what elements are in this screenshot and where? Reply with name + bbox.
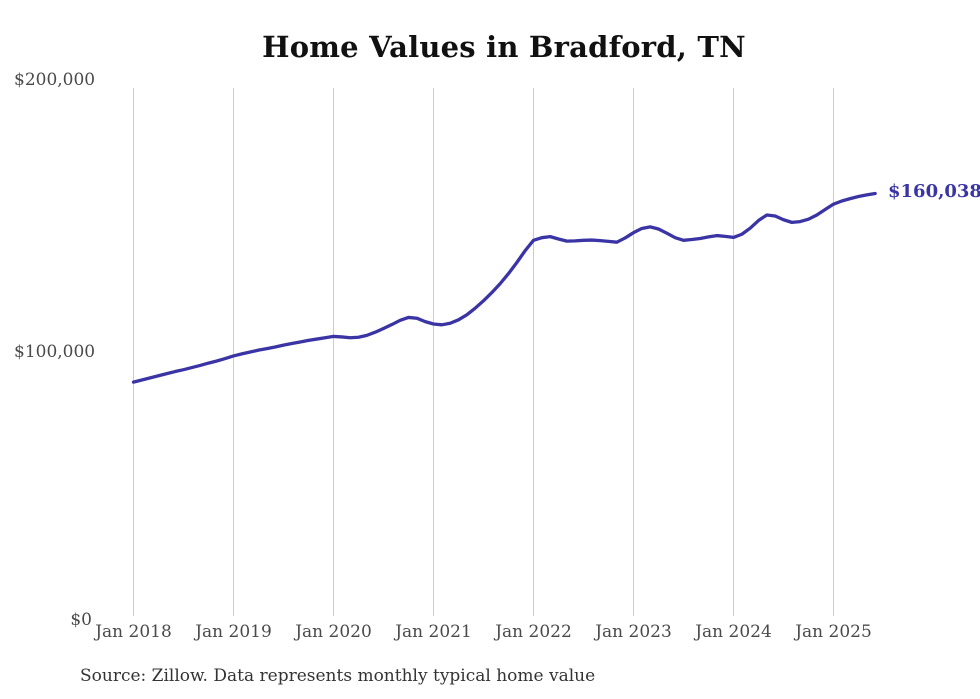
x-axis-label-2020: Jan 2020 bbox=[295, 622, 372, 642]
vertical-gridlines bbox=[133, 88, 834, 616]
x-axis-label-2024: Jan 2024 bbox=[695, 622, 772, 642]
source-note: Source: Zillow. Data represents monthly … bbox=[80, 666, 596, 686]
chart-title: Home Values in Bradford, TN bbox=[262, 30, 746, 64]
y-axis-label-200k: $200,000 bbox=[14, 70, 96, 90]
x-axis-label-2018: Jan 2018 bbox=[95, 622, 172, 642]
x-axis-label-2019: Jan 2019 bbox=[195, 622, 272, 642]
home-value-line bbox=[131, 191, 877, 384]
x-axis-label-2023: Jan 2023 bbox=[595, 622, 672, 642]
x-axis-label-2022: Jan 2022 bbox=[495, 622, 572, 642]
final-value-label: $160,038 bbox=[888, 181, 980, 202]
x-axis-label-2021: Jan 2021 bbox=[395, 622, 472, 642]
y-axis-label-0: $0 bbox=[70, 610, 92, 630]
y-axis-label-100k: $100,000 bbox=[14, 342, 96, 362]
x-axis-label-2025: Jan 2025 bbox=[795, 622, 872, 642]
